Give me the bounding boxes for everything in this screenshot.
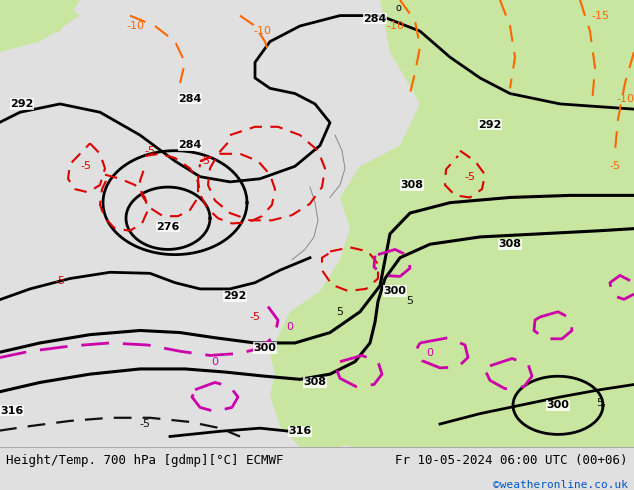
Text: 292: 292 bbox=[10, 99, 34, 109]
Text: -10: -10 bbox=[253, 26, 271, 36]
Text: -5: -5 bbox=[139, 419, 150, 429]
Polygon shape bbox=[0, 0, 80, 52]
Text: -5: -5 bbox=[200, 156, 210, 166]
Text: 284: 284 bbox=[363, 14, 387, 24]
Text: 308: 308 bbox=[304, 377, 327, 388]
Text: 300: 300 bbox=[547, 400, 569, 410]
Text: -5: -5 bbox=[55, 275, 65, 286]
Text: 5: 5 bbox=[337, 307, 344, 317]
Polygon shape bbox=[270, 0, 634, 447]
Polygon shape bbox=[270, 270, 440, 447]
Text: -10: -10 bbox=[616, 94, 634, 104]
Text: 5: 5 bbox=[597, 398, 604, 408]
Text: 316: 316 bbox=[288, 426, 312, 436]
Text: -5: -5 bbox=[465, 172, 476, 182]
Text: -5: -5 bbox=[609, 161, 621, 172]
Text: 300: 300 bbox=[384, 286, 406, 296]
Text: o: o bbox=[395, 3, 401, 13]
Text: -10: -10 bbox=[386, 21, 404, 31]
Text: 308: 308 bbox=[498, 239, 522, 249]
Text: -10: -10 bbox=[126, 21, 144, 31]
Text: -15: -15 bbox=[591, 11, 609, 21]
Text: 0: 0 bbox=[427, 348, 434, 358]
Polygon shape bbox=[0, 0, 80, 42]
Text: 308: 308 bbox=[401, 180, 424, 190]
Text: 5: 5 bbox=[406, 296, 413, 306]
Text: -5: -5 bbox=[81, 161, 91, 172]
Text: ©weatheronline.co.uk: ©weatheronline.co.uk bbox=[493, 480, 628, 490]
Text: 284: 284 bbox=[178, 94, 202, 104]
Text: -5: -5 bbox=[145, 146, 155, 156]
Text: 316: 316 bbox=[1, 406, 23, 416]
Text: 292: 292 bbox=[223, 291, 247, 301]
Text: 276: 276 bbox=[157, 221, 179, 232]
Text: Height/Temp. 700 hPa [gdmp][°C] ECMWF: Height/Temp. 700 hPa [gdmp][°C] ECMWF bbox=[6, 454, 284, 467]
Polygon shape bbox=[350, 374, 634, 447]
Text: -5: -5 bbox=[250, 312, 261, 322]
Text: 300: 300 bbox=[254, 343, 276, 353]
Text: 292: 292 bbox=[478, 120, 501, 130]
Text: 0: 0 bbox=[287, 322, 294, 332]
Text: 0: 0 bbox=[212, 357, 219, 367]
Text: Fr 10-05-2024 06:00 UTC (00+06): Fr 10-05-2024 06:00 UTC (00+06) bbox=[395, 454, 628, 467]
Polygon shape bbox=[450, 0, 634, 156]
Text: 284: 284 bbox=[178, 141, 202, 150]
